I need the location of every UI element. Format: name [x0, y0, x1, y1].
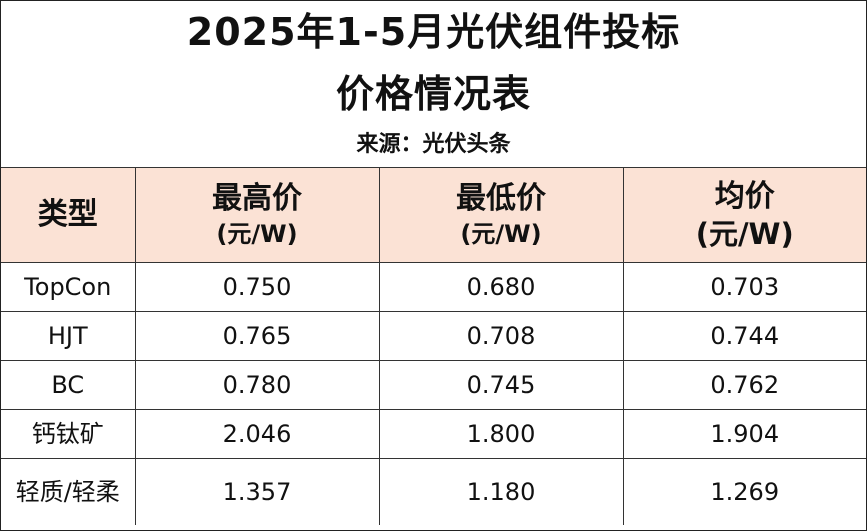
header-type-label: 类型 — [37, 197, 98, 232]
table-row: TopCon 0.750 0.680 0.703 — [1, 262, 866, 312]
row-type: BC — [1, 360, 136, 410]
header-avg-price: 均价 (元/W) — [622, 168, 866, 263]
row-avg-price: 0.744 — [622, 311, 866, 361]
header-min-price-unit: (元/W) — [460, 220, 542, 248]
row-type: HJT — [1, 311, 136, 361]
header-min-price: 最低价 (元/W) — [378, 168, 624, 263]
document-title-line-2: 价格情况表 — [335, 72, 531, 116]
table-row: BC 0.780 0.745 0.762 — [1, 360, 866, 410]
row-min-price: 0.745 — [378, 360, 624, 410]
price-table: 类型 最高价 (元/W) 最低价 (元/W) 均价 (元/W) TopCon — [1, 168, 866, 525]
row-max-price: 1.357 — [134, 458, 380, 525]
table-row: 轻质/轻柔 1.357 1.180 1.269 — [1, 458, 866, 525]
header-avg-price-label: 均价 — [714, 179, 775, 214]
header-max-price-label: 最高价 — [212, 181, 302, 216]
header-min-price-label: 最低价 — [456, 181, 546, 216]
header-max-price-unit: (元/W) — [216, 220, 298, 248]
row-max-price: 0.780 — [134, 360, 380, 410]
row-min-price: 0.708 — [378, 311, 624, 361]
row-min-price: 1.800 — [378, 409, 624, 459]
header-max-price: 最高价 (元/W) — [134, 168, 380, 263]
row-avg-price: 0.762 — [622, 360, 866, 410]
title-block: 2025年1-5月光伏组件投标 价格情况表 来源：光伏头条 — [1, 1, 866, 168]
row-type: TopCon — [1, 262, 136, 312]
table-row: 钙钛矿 2.046 1.800 1.904 — [1, 409, 866, 459]
row-max-price: 0.750 — [134, 262, 380, 312]
document-title-line-1: 2025年1-5月光伏组件投标 — [186, 10, 681, 54]
row-avg-price: 0.703 — [622, 262, 866, 312]
header-avg-price-unit: (元/W) — [695, 217, 794, 251]
row-type: 钙钛矿 — [1, 409, 136, 459]
source-note: 来源：光伏头条 — [356, 132, 511, 157]
row-min-price: 1.180 — [378, 458, 624, 525]
row-max-price: 0.765 — [134, 311, 380, 361]
row-min-price: 0.680 — [378, 262, 624, 312]
row-max-price: 2.046 — [134, 409, 380, 459]
row-avg-price: 1.904 — [622, 409, 866, 459]
table-header-row: 类型 最高价 (元/W) 最低价 (元/W) 均价 (元/W) — [1, 168, 866, 263]
header-type: 类型 — [1, 168, 136, 263]
row-avg-price: 1.269 — [622, 458, 866, 525]
row-type: 轻质/轻柔 — [1, 458, 136, 525]
table-row: HJT 0.765 0.708 0.744 — [1, 311, 866, 361]
